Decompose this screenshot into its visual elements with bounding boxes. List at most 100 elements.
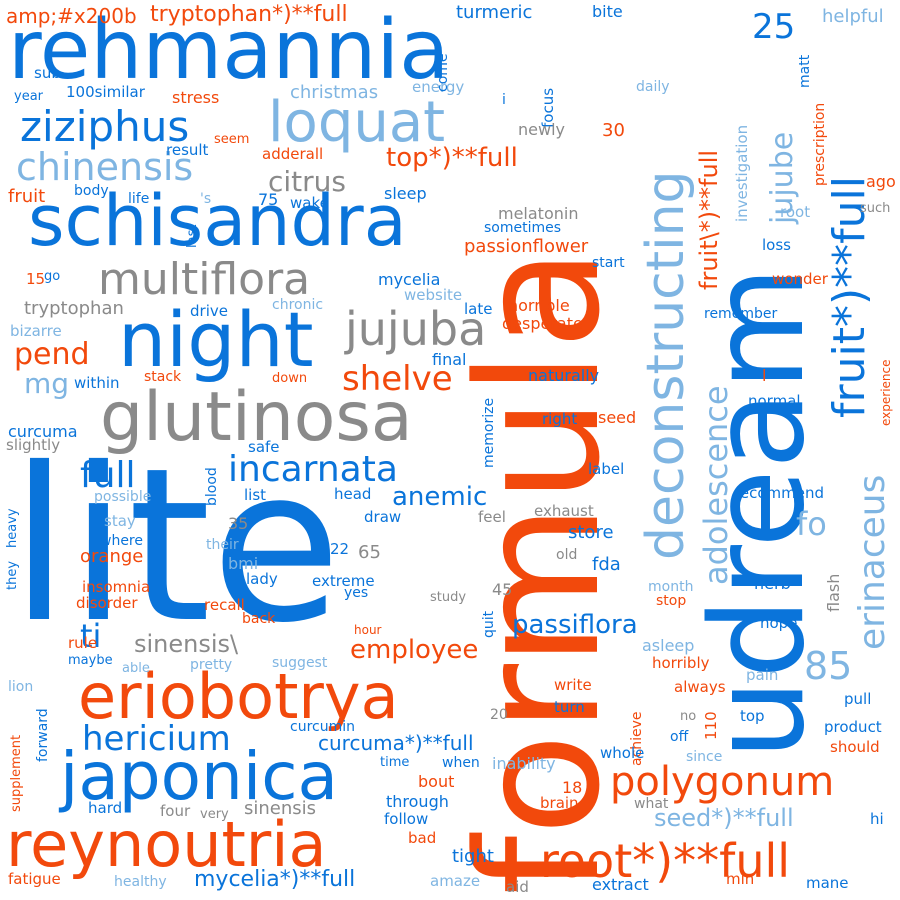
word-within: within (74, 374, 120, 392)
word-ingredient: ingredient (33, 540, 49, 612)
word-helpful: helpful (822, 6, 884, 27)
word-herb: herb (754, 574, 791, 593)
word-hope: hope (760, 614, 798, 632)
word-sometimes: sometimes (484, 220, 562, 236)
word-amp-x200b: amp;#x200b (6, 4, 137, 28)
word-85: 85 (804, 644, 853, 688)
word-wonder: wonder (772, 270, 828, 288)
word-hericium: hericium (82, 719, 231, 759)
word-melatonin: melatonin (498, 204, 579, 223)
word-ti: ti (80, 617, 102, 655)
word-polygonum: polygonum (610, 759, 835, 805)
word-yes: yes (344, 585, 369, 601)
word-chronic: chronic (272, 297, 324, 313)
word-mg: mg (24, 367, 70, 400)
word-curcuma-full: curcuma*)**full (318, 731, 474, 755)
word-matt: matt (797, 54, 813, 88)
word-hi: hi (870, 810, 884, 828)
word-lady: lady (246, 570, 278, 588)
word-chinensis: chinensis (16, 145, 194, 189)
word-bad: bad (408, 829, 437, 847)
word-maybe: maybe (68, 653, 113, 668)
word-christmas: christmas (290, 82, 379, 103)
word-adderall: adderall (262, 145, 324, 163)
word-month: month (648, 579, 694, 595)
word-study: study (430, 590, 467, 605)
word-hour: hour (354, 623, 382, 637)
word-disorder: disorder (76, 594, 138, 612)
word-75: 75 (258, 190, 279, 209)
word-flash: flash (824, 573, 843, 612)
word-rehmannia: rehmannia (8, 3, 450, 98)
word-daily: daily (636, 79, 670, 95)
word-quit: quit (481, 610, 497, 638)
word-orange: orange (80, 546, 144, 567)
word-amaze: amaze (430, 872, 481, 890)
word-since: since (686, 749, 723, 765)
word-healthy: healthy (114, 874, 167, 890)
word-investigation: investigation (733, 124, 751, 222)
word-ago: ago (866, 172, 896, 191)
word-fruit: fruit (8, 186, 46, 207)
word-forward: forward (35, 708, 51, 762)
word-root: root (780, 203, 811, 221)
word-write: write (554, 676, 592, 694)
word-mane: mane (806, 874, 849, 892)
word-curcumin: curcumin (290, 719, 355, 735)
word-shelve: shelve (342, 359, 453, 399)
word-down: down (272, 371, 308, 386)
word-energy: energy (412, 78, 465, 96)
word-mycelia: mycelia (378, 270, 441, 289)
word-off: off (670, 729, 689, 745)
word-draw: draw (364, 508, 402, 526)
word-fruit-backslash-full: fruit\*)**full (695, 149, 723, 290)
word-100similar: 100similar (66, 83, 145, 101)
word-passiflora: passiflora (512, 610, 638, 640)
word-seed: seed (598, 408, 637, 427)
word-heavy: heavy (5, 508, 20, 548)
word-newly: newly (518, 120, 565, 139)
word-110: 110 (702, 711, 720, 740)
word-bite: bite (592, 2, 623, 21)
word-where: where (100, 533, 143, 549)
word-bout: bout (418, 772, 455, 791)
word-l: l (762, 366, 767, 385)
word-suggest: suggest (272, 655, 328, 671)
word-normal: normal (748, 392, 801, 410)
word-inability: inability (492, 754, 556, 773)
word-top-full: top*)**full (386, 143, 518, 173)
word-website: website (404, 286, 463, 304)
word-incarnata: incarnata (228, 449, 398, 490)
word-tryptophan-full: tryptophan*)**full (150, 2, 348, 27)
word-very: very (200, 807, 229, 822)
word-seem: seem (214, 132, 250, 147)
word-jujuba: jujuba (345, 302, 487, 356)
word-four: four (160, 802, 191, 820)
word-sleep: sleep (384, 184, 427, 203)
word-rule: rule (68, 634, 98, 652)
word-list: list (244, 486, 267, 504)
word-reynoutria: reynoutria (6, 808, 327, 881)
word-turmeric: turmeric (456, 2, 533, 23)
word-18: 18 (562, 778, 583, 797)
word-lite: lite (10, 422, 342, 669)
word-feel: feel (478, 508, 506, 526)
word-pain: pain (746, 666, 779, 684)
word-always: always (674, 678, 726, 696)
word-lion: lion (8, 679, 34, 695)
word-asleep: asleep (642, 636, 695, 655)
word-store: store (568, 522, 614, 543)
word-glutinosa: glutinosa (100, 378, 413, 457)
word-year: year (14, 89, 44, 104)
word-anemic: anemic (392, 482, 488, 512)
word-memorize: memorize (481, 397, 497, 468)
word-employee: employee (350, 635, 479, 665)
word-experience: experience (879, 359, 893, 426)
word-eriobotrya: eriobotrya (78, 660, 399, 733)
word-15: 15 (26, 270, 46, 288)
word-loss: loss (762, 236, 791, 254)
word-extract: extract (592, 875, 649, 894)
word-insomnia: insomnia (82, 578, 151, 596)
word-tryptophan: tryptophan (24, 298, 124, 319)
word-multiflora: multiflora (98, 254, 311, 305)
